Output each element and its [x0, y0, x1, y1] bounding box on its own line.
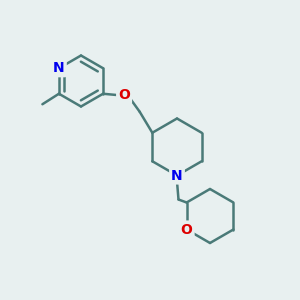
- Text: N: N: [53, 61, 65, 75]
- Text: N: N: [171, 169, 183, 182]
- Text: O: O: [181, 223, 193, 236]
- Text: O: O: [118, 88, 130, 102]
